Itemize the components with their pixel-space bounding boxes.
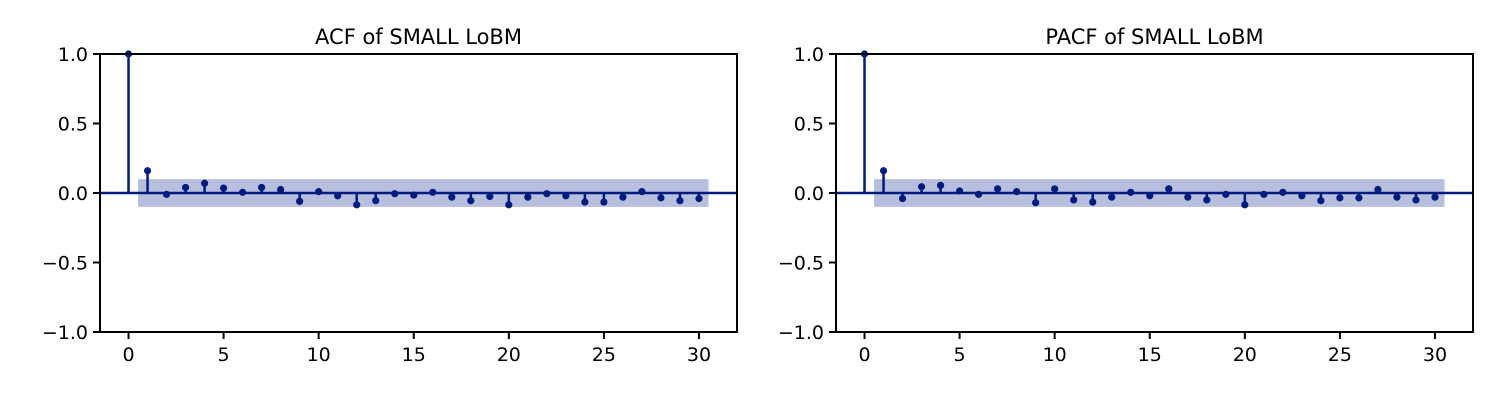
- data-point: [296, 197, 304, 205]
- data-point: [994, 185, 1002, 193]
- data-point: [353, 201, 361, 209]
- y-tick-label: 0.0: [794, 183, 824, 205]
- x-tick-label: 10: [1043, 344, 1067, 366]
- data-point: [1032, 199, 1040, 207]
- acf-panel: ACF of SMALL LoBM 0 5 10 15 20 25 30 −1.0 −0.5 0.…: [42, 25, 738, 366]
- data-point: [372, 197, 380, 205]
- data-point: [1374, 185, 1382, 194]
- data-point: [1241, 201, 1249, 209]
- data-point: [1146, 192, 1154, 200]
- data-point: [975, 190, 983, 198]
- x-tick-label: 20: [1233, 344, 1257, 366]
- data-point: [467, 197, 475, 205]
- data-point: [1298, 192, 1306, 200]
- data-point: [219, 184, 228, 192]
- data-point: [695, 194, 703, 203]
- x-tick-label: 25: [1328, 344, 1352, 366]
- data-point: [391, 190, 399, 198]
- data-point: [917, 183, 926, 191]
- data-point: [1165, 185, 1173, 193]
- x-tick-label: 30: [687, 344, 711, 366]
- x-tick-label: 5: [954, 344, 966, 366]
- data-point: [143, 167, 152, 175]
- x-tick-label: 0: [858, 344, 870, 366]
- data-point: [1203, 196, 1211, 204]
- y-tick-label: 0.5: [58, 114, 88, 136]
- data-point: [524, 193, 532, 201]
- data-point: [1184, 193, 1192, 201]
- data-point: [1070, 196, 1078, 204]
- y-tick-label: 0.5: [794, 114, 824, 136]
- y-tick-label: 1.0: [58, 44, 88, 66]
- data-point: [955, 187, 964, 195]
- data-point: [505, 201, 513, 209]
- data-point: [562, 192, 570, 200]
- data-point: [1127, 188, 1135, 196]
- data-point: [334, 192, 342, 200]
- x-tick-label: 30: [1423, 344, 1447, 366]
- data-point: [1336, 194, 1344, 202]
- data-point: [543, 190, 551, 198]
- chart-title: PACF of SMALL LoBM: [1045, 25, 1263, 49]
- chart-title: ACF of SMALL LoBM: [315, 25, 522, 49]
- data-point: [1089, 198, 1097, 206]
- data-point: [1355, 194, 1363, 202]
- data-point: [1412, 196, 1420, 204]
- data-point: [1279, 188, 1287, 196]
- data-point: [1317, 197, 1325, 205]
- data-point: [277, 185, 285, 194]
- pacf-panel: PACF of SMALL LoBM 0 5 10 15 20 25 30 −1.0 −0.5 0…: [778, 25, 1474, 366]
- data-point: [162, 190, 171, 198]
- data-point: [1108, 193, 1116, 201]
- data-point: [619, 193, 627, 201]
- data-point: [315, 188, 323, 196]
- data-point: [898, 194, 907, 203]
- x-tick-label: 10: [307, 344, 331, 366]
- data-point: [258, 183, 266, 192]
- data-point: [1222, 190, 1230, 198]
- data-point: [638, 188, 646, 196]
- data-point: [239, 188, 247, 196]
- data-point: [581, 198, 589, 206]
- data-point: [676, 197, 684, 205]
- y-tick-label: 0.0: [58, 183, 88, 205]
- x-tick-label: 20: [497, 344, 521, 366]
- x-tick-label: 15: [402, 344, 426, 366]
- y-tick-label: −0.5: [778, 253, 824, 275]
- x-tick-label: 0: [122, 344, 134, 366]
- data-point: [1431, 193, 1439, 201]
- y-tick-label: 1.0: [794, 44, 824, 66]
- data-point: [448, 193, 456, 201]
- data-point: [600, 198, 608, 206]
- x-tick-label: 15: [1138, 344, 1162, 366]
- data-point: [1393, 193, 1401, 201]
- y-tick-label: −1.0: [778, 322, 824, 344]
- data-point: [1260, 190, 1268, 198]
- y-tick-label: −1.0: [42, 322, 88, 344]
- data-point: [1051, 185, 1059, 193]
- data-point: [429, 188, 437, 196]
- data-point: [181, 183, 190, 192]
- y-tick-label: −0.5: [42, 253, 88, 275]
- data-point: [1013, 188, 1021, 196]
- data-point: [879, 167, 888, 175]
- data-point: [936, 181, 945, 189]
- x-tick-label: 5: [218, 344, 230, 366]
- data-point: [200, 179, 209, 187]
- data-point: [410, 191, 418, 199]
- data-point: [657, 194, 665, 202]
- x-tick-label: 25: [592, 344, 616, 366]
- data-point: [486, 192, 494, 201]
